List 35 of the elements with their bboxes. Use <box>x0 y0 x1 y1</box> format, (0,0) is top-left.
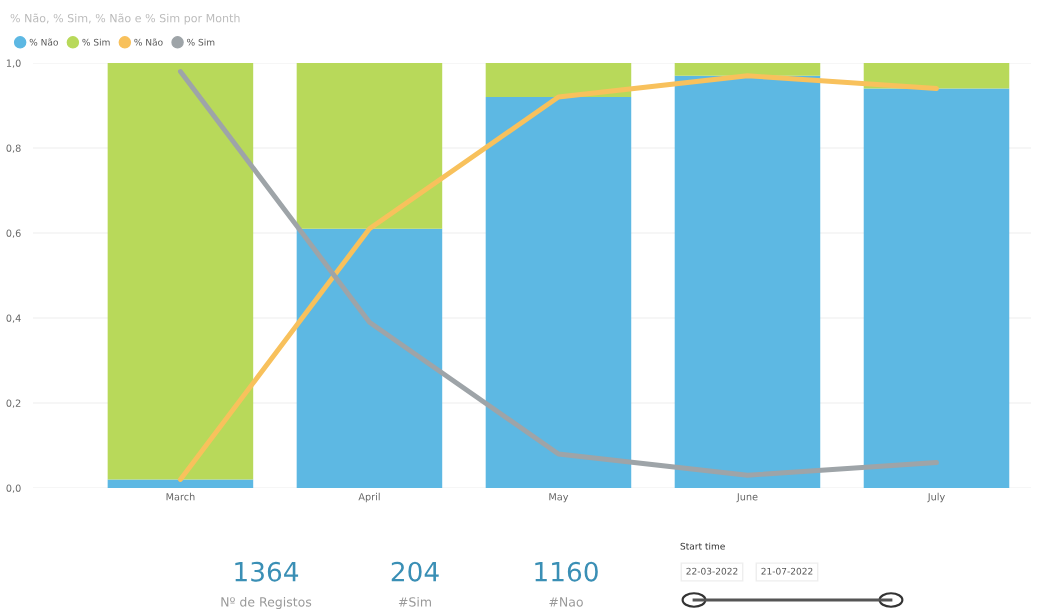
bar <box>485 63 632 97</box>
x-tick-label: March <box>166 492 195 501</box>
bar <box>107 63 254 480</box>
text: Start time <box>680 542 725 550</box>
bar <box>107 479 254 488</box>
text: 21-07-2022 <box>761 567 813 575</box>
legend-label: % Sim <box>187 38 215 46</box>
text: 22-03-2022 <box>686 567 738 575</box>
y-tick-label: 0,0 <box>6 484 21 493</box>
x-tick-label: April <box>358 492 380 503</box>
bar <box>485 97 632 488</box>
legend-label: % Não <box>29 38 58 46</box>
y-tick-label: 0,6 <box>6 229 21 238</box>
y-tick-label: 0,2 <box>6 399 21 408</box>
x-tick-label: June <box>736 493 758 503</box>
bar <box>296 63 443 229</box>
bar <box>674 63 821 76</box>
text: #Nao <box>549 597 583 607</box>
y-tick-label: 0,4 <box>6 314 21 323</box>
bar <box>674 75 821 488</box>
x-tick-label: May <box>549 493 569 503</box>
legend-label: % Sim <box>82 38 110 46</box>
text: 204 <box>391 561 439 582</box>
y-tick-label: 1,0 <box>6 59 21 68</box>
text: 1364 <box>235 561 299 582</box>
bar <box>863 88 1010 488</box>
chart-title: % Não, % Sim, % Não e % Sim por Month <box>10 13 240 25</box>
bar <box>863 63 1010 89</box>
text: #Sim <box>398 596 431 607</box>
legend-label: % Não <box>134 38 163 46</box>
text: 1160 <box>535 561 598 582</box>
y-tick-label: 0,8 <box>6 144 21 153</box>
text: Nº de Registos <box>221 596 312 610</box>
bar <box>296 228 443 488</box>
x-tick-label: July <box>927 492 945 503</box>
